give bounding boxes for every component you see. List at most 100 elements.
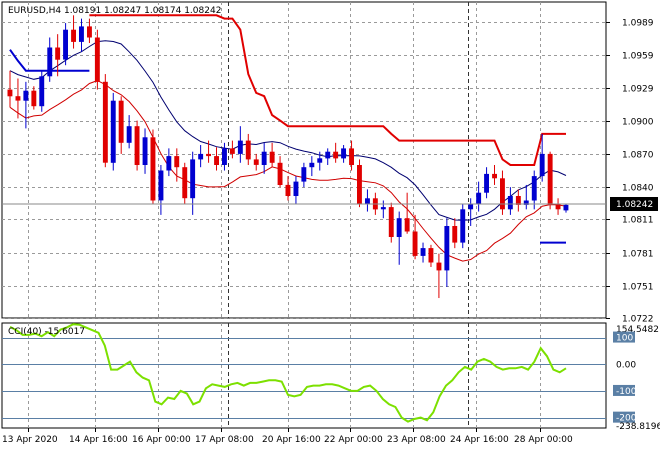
bull-candle-body (380, 207, 386, 210)
price-tick-label: 1.0900 (622, 118, 654, 128)
cci-axis-label: -200 (616, 414, 637, 424)
bear-candle-body (349, 148, 354, 165)
bear-candle-body (182, 167, 188, 199)
current-price-tag-box (610, 197, 658, 211)
cci-level-lines (2, 338, 606, 419)
price-tick-label: 1.0929 (622, 85, 654, 95)
price-grid (2, 2, 606, 319)
bear-candle-body (229, 148, 235, 154)
chart-header-label: EURUSD,H4 1.08191 1.08247 1.08174 1.0824… (8, 6, 221, 16)
bear-candle-body (277, 162, 283, 185)
bull-candle-body (341, 148, 346, 159)
time-tick-label: 28 Apr 00:00 (514, 435, 573, 445)
bear-candle-body (269, 151, 275, 163)
bull-candle-body (23, 90, 29, 101)
bull-candle-body (222, 148, 227, 165)
bull-candle-body (396, 218, 402, 237)
bear-candle-body (428, 248, 434, 263)
bull-candle-body (539, 153, 545, 177)
cci-pane[interactable]: CCI(40) -15.6017 (1, 322, 607, 429)
bear-candle-body (547, 153, 553, 204)
bear-candle-body (357, 165, 362, 204)
cci-level-tag (613, 411, 635, 423)
bull-candle-body (198, 153, 204, 160)
price-tick-label: 1.0751 (622, 283, 654, 293)
bull-candle-body (309, 162, 315, 168)
bull-candle-body (301, 167, 307, 182)
bear-candle-body (492, 173, 497, 179)
bear-candle-body (134, 126, 140, 165)
bear-candle-body (71, 29, 76, 42)
bull-candle-body (142, 137, 148, 165)
time-tick-label: 23 Apr 08:00 (387, 435, 446, 445)
bear-candle-body (412, 231, 418, 256)
bull-candle-body (365, 198, 370, 204)
bear-candle-body (206, 153, 211, 157)
bull-candle-body (420, 248, 426, 256)
bear-candle-body (87, 26, 92, 38)
cci-line (9, 323, 567, 423)
current-price-tag: 1.08242 (610, 197, 658, 211)
bear-candle-body (452, 226, 458, 243)
bear-candle-body (94, 37, 100, 82)
bear-candle-body (515, 196, 521, 205)
bull-candle-body (317, 158, 323, 163)
cci-axis-label: 100 (616, 334, 633, 344)
time-tick-label: 20 Apr 16:00 (262, 435, 321, 445)
price-tick-label: 1.0811 (622, 216, 654, 226)
bull-candle-body (468, 203, 474, 210)
cci-axis-label: 0.00 (616, 360, 636, 370)
bull-candle-body (110, 100, 116, 163)
bull-candle-body (523, 200, 529, 205)
bull-candle-body (79, 26, 84, 42)
cci-header-label: CCI(40) -15.6017 (8, 327, 85, 337)
bull-candle-body (166, 156, 172, 171)
current-price-value: 1.08242 (616, 200, 653, 210)
cci-grid (28, 323, 541, 428)
bull-candle-body (39, 76, 45, 107)
price-tick-label: 1.0989 (622, 19, 654, 29)
bear-candle-body (500, 178, 505, 210)
bear-candle-body (245, 140, 251, 160)
bear-candle-body (118, 100, 124, 143)
time-axis: 13 Apr 2020 14 Apr 16:00 16 Apr 00:00 17 Ap… (2, 428, 573, 445)
cci-axis-label: -238.8196 (616, 422, 660, 432)
time-tick-label: 24 Apr 16:00 (450, 435, 509, 445)
bull-candle-body (460, 209, 466, 243)
bull-candle-body (531, 176, 537, 201)
price-tick-label: 1.0781 (622, 250, 654, 260)
bull-candle-body (237, 140, 243, 154)
resistance-step-line (89, 14, 566, 166)
bear-candle-body (555, 203, 561, 210)
time-tick-label: 13 Apr 2020 (2, 435, 58, 445)
bear-candle-body (15, 96, 21, 101)
price-tick-label: 1.0840 (622, 184, 654, 194)
bull-candle-body (63, 29, 68, 60)
price-pane[interactable]: EURUSD,H4 1.08191 1.08247 1.08174 1.0824… (1, 1, 607, 319)
cci-level-tag (613, 384, 635, 396)
price-pane-frame (1, 1, 607, 319)
bear-candle-body (333, 151, 339, 159)
bear-candle-body (102, 81, 108, 163)
price-tick-label: 1.0870 (622, 151, 654, 161)
upper-band-line (9, 40, 567, 221)
bear-candle-body (388, 207, 394, 237)
time-tick-label: 16 Apr 00:00 (132, 435, 191, 445)
cci-level-tag (613, 331, 635, 343)
cci-axis-label: -100 (616, 387, 637, 397)
lower-band-line (9, 80, 567, 262)
time-tick-label: 22 Apr 00:00 (324, 435, 383, 445)
bull-candle-body (484, 173, 489, 193)
bear-candle-body (150, 137, 156, 201)
candlesticks (7, 15, 569, 299)
time-tick-label: 14 Apr 16:00 (69, 435, 128, 445)
bull-candle-body (563, 204, 569, 211)
bull-candle-body (158, 170, 164, 201)
time-tick-label: 17 Apr 08:00 (195, 435, 254, 445)
bull-candle-body (325, 151, 331, 159)
bear-candle-body (214, 156, 219, 165)
bull-candle-body (444, 226, 450, 271)
bear-candle-body (31, 90, 37, 107)
